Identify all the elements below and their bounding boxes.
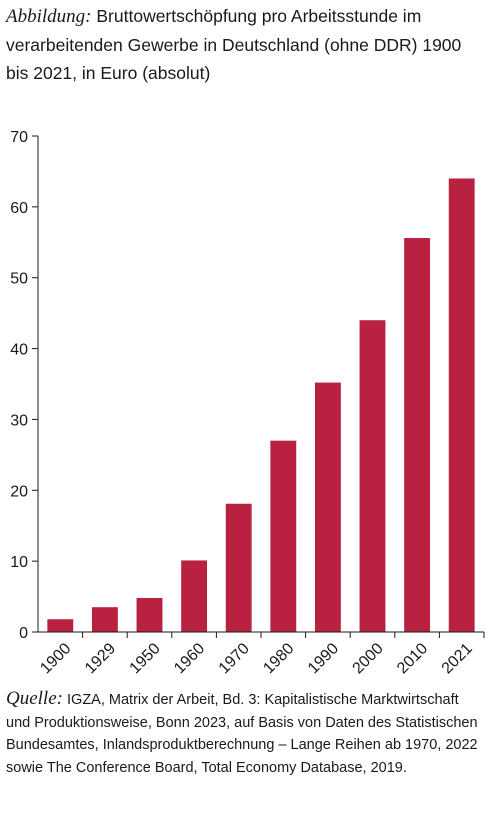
y-tick-label: 10	[10, 554, 28, 571]
source-note: Quelle: IGZA, Matrix der Arbeit, Bd. 3: …	[6, 688, 486, 779]
y-tick-label: 40	[10, 342, 28, 359]
bar-1929	[91, 607, 118, 632]
title-text: Bruttowertschöpfung pro Arbeitsstunde im…	[6, 6, 462, 83]
bars	[47, 178, 475, 632]
title-lead: Abbildung:	[6, 6, 92, 27]
y-tick-label: 0	[19, 625, 28, 642]
bar-chart: 0 10 20 30 40 50 60 70 1900 1929 1950 1960 1970 1980…	[10, 129, 485, 677]
x-tick-label: 2010	[394, 640, 431, 677]
x-tick-label: 1929	[82, 640, 119, 677]
y-tick-label: 60	[10, 200, 28, 217]
x-tick-label: 1900	[37, 640, 74, 677]
x-tick-label: 1990	[305, 640, 342, 677]
bar-1990	[314, 382, 341, 632]
bar-2010	[404, 238, 431, 632]
source-lead: Quelle:	[6, 688, 63, 709]
x-tick-label: 1960	[171, 640, 208, 677]
chart-title: Abbildung: Bruttowertschöpfung pro Arbei…	[6, 2, 486, 87]
x-tick-label: 1950	[126, 640, 163, 677]
y-tick-label: 30	[10, 412, 28, 429]
bar-1950	[136, 597, 163, 632]
source-text: IGZA, Matrix der Arbeit, Bd. 3: Kapitali…	[6, 692, 478, 776]
y-tick-label: 70	[10, 129, 28, 146]
bar-1980	[270, 440, 297, 632]
x-tick-label: 2021	[439, 640, 476, 677]
y-tick-label: 50	[10, 271, 28, 288]
x-tick-label: 1980	[260, 640, 297, 677]
bar-1960	[181, 560, 208, 632]
y-tick-label: 20	[10, 483, 28, 500]
x-tick-label: 1970	[216, 640, 253, 677]
bar-2000	[359, 320, 386, 632]
bar-1970	[225, 503, 252, 632]
x-axis: 1900 1929 1950 1960 1970 1980 1990 2000 2010 2021	[37, 631, 485, 677]
x-tick-label: 2000	[349, 640, 386, 677]
bar-1900	[47, 619, 74, 632]
y-axis: 0 10 20 30 40 50 60 70	[10, 129, 39, 642]
bar-2021	[448, 178, 475, 632]
